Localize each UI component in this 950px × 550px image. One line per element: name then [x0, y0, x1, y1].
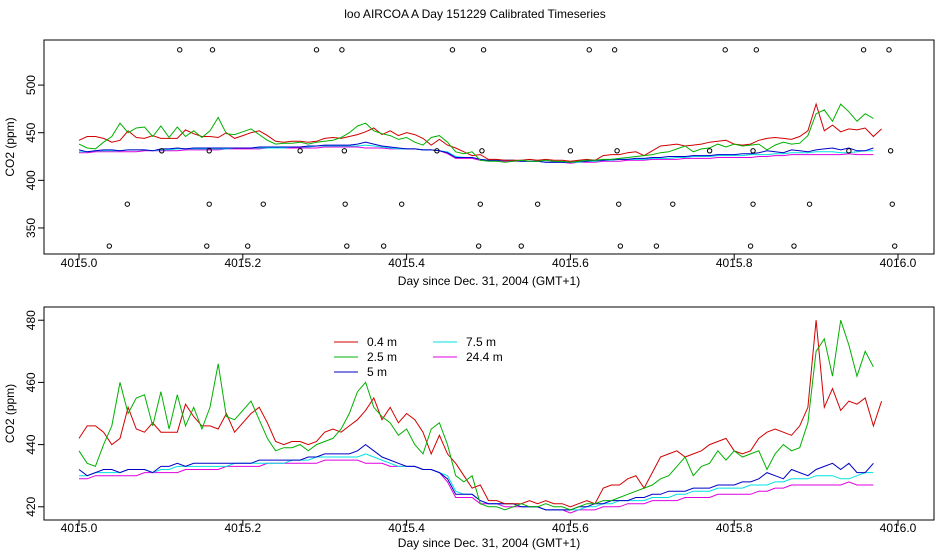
y-tick-label: 440 — [24, 434, 38, 454]
x-tick-label: 4015.8 — [716, 521, 753, 535]
series-line-5-m — [78, 141, 874, 163]
calibration-point — [860, 47, 867, 53]
plot-frame — [43, 306, 935, 521]
x-tick-label: 4015.6 — [552, 256, 589, 270]
series-line-0-4-m — [78, 102, 882, 162]
x-tick-label: 4015.2 — [224, 521, 261, 535]
legend: 0.4 m2.5 m5 m 7.5 m24.4 m — [334, 335, 503, 379]
calibration-point — [616, 201, 622, 207]
calibration-point — [313, 47, 320, 53]
calibration-point — [892, 243, 898, 249]
x-tick-label: 4015.8 — [716, 256, 753, 270]
y-tick-label: 500 — [24, 75, 38, 95]
x-tick-label: 4016.0 — [880, 521, 917, 535]
series-line-2-5-m — [78, 320, 874, 511]
x-tick-label: 4015.6 — [552, 521, 589, 535]
calibration-point — [611, 47, 618, 53]
calibration-point — [750, 201, 756, 207]
calibration-point — [475, 243, 482, 249]
calibration-point — [806, 201, 813, 207]
calibration-point — [887, 148, 894, 154]
legend-label: 24.4 m — [466, 350, 503, 364]
calibration-point — [260, 201, 266, 207]
series-group — [78, 320, 883, 514]
calibration-point — [534, 201, 541, 207]
calibration-point — [518, 243, 524, 249]
calibration-point — [209, 47, 216, 53]
calibration-point — [791, 243, 797, 249]
calibration-point — [342, 201, 348, 207]
y-tick-label: 450 — [24, 122, 38, 142]
y-axis-label: CO2 (ppm) — [3, 117, 17, 176]
x-tick-label: 4015.2 — [224, 256, 261, 270]
y-tick-label: 420 — [24, 496, 38, 516]
calibration-point — [617, 243, 624, 249]
legend-label: 7.5 m — [466, 335, 496, 349]
calibration-point — [177, 47, 183, 53]
calibration-point — [297, 148, 303, 154]
x-tick-label: 4015.4 — [388, 521, 425, 535]
series-line-24-4-m — [79, 459, 874, 514]
y-tick-label: 350 — [24, 218, 38, 238]
calibration-point — [886, 47, 892, 53]
calibration-point — [344, 243, 350, 249]
calibration-point — [341, 148, 348, 154]
y-tick-label: 480 — [24, 310, 38, 330]
y-axis-label: CO2 (ppm) — [3, 384, 17, 443]
legend-label: 2.5 m — [367, 350, 397, 364]
y-tick-label: 400 — [24, 170, 38, 190]
calibration-point — [124, 201, 131, 207]
calibration-point — [846, 148, 852, 154]
legend-label: 0.4 m — [367, 335, 397, 349]
calibration-point — [750, 148, 756, 154]
plot-frame — [43, 39, 935, 255]
x-tick-label: 4016.0 — [880, 256, 917, 270]
calibration-point — [479, 148, 485, 154]
panel-top: 4015.0 4015.2 4015.4 4015.6 4015.8 4016.0 Day … — [3, 39, 935, 288]
y-tick-label: 460 — [24, 372, 38, 392]
calibration-point — [567, 148, 574, 154]
calibration-point — [889, 201, 895, 207]
x-tick-label: 4015.0 — [61, 256, 98, 270]
series-line-5-m — [78, 443, 874, 511]
series-group — [78, 47, 898, 249]
legend-label: 5 m — [367, 365, 387, 379]
x-axis-label: Day since Dec. 31, 2004 (GMT+1) — [398, 536, 580, 550]
series-line-7-5-m — [79, 453, 874, 511]
series-line-2-5-m — [78, 103, 874, 163]
calibration-point — [245, 243, 251, 249]
calibration-point — [434, 148, 440, 154]
calibration-point — [106, 243, 113, 249]
calibration-point — [339, 47, 345, 53]
calibration-point — [614, 148, 620, 154]
calibration-point — [670, 201, 676, 207]
calibration-point — [747, 243, 754, 249]
calibration-point — [722, 47, 728, 53]
calibration-point — [206, 201, 212, 207]
calibration-point — [449, 47, 456, 53]
calibration-point — [477, 201, 484, 207]
x-tick-label: 4015.4 — [388, 256, 425, 270]
calibration-point — [159, 148, 165, 154]
x-axis-label: Day since Dec. 31, 2004 (GMT+1) — [398, 274, 580, 288]
x-tick-label: 4015.0 — [61, 521, 98, 535]
calibration-point — [204, 243, 210, 249]
chart-title: loo AIRCOA A Day 151229 Calibrated Times… — [344, 7, 606, 21]
calibration-point — [706, 148, 713, 154]
calibration-point — [380, 243, 387, 249]
calibration-point — [398, 201, 405, 207]
series-line-0-4-m — [78, 320, 883, 508]
calibration-point — [206, 148, 212, 154]
calibration-point — [653, 243, 660, 249]
calibration-point — [480, 47, 487, 53]
calibration-point — [586, 47, 592, 53]
calibration-point — [753, 47, 760, 53]
panel-bottom: 4015.0 4015.2 4015.4 4015.6 4015.8 4016.0 Day … — [3, 306, 935, 550]
